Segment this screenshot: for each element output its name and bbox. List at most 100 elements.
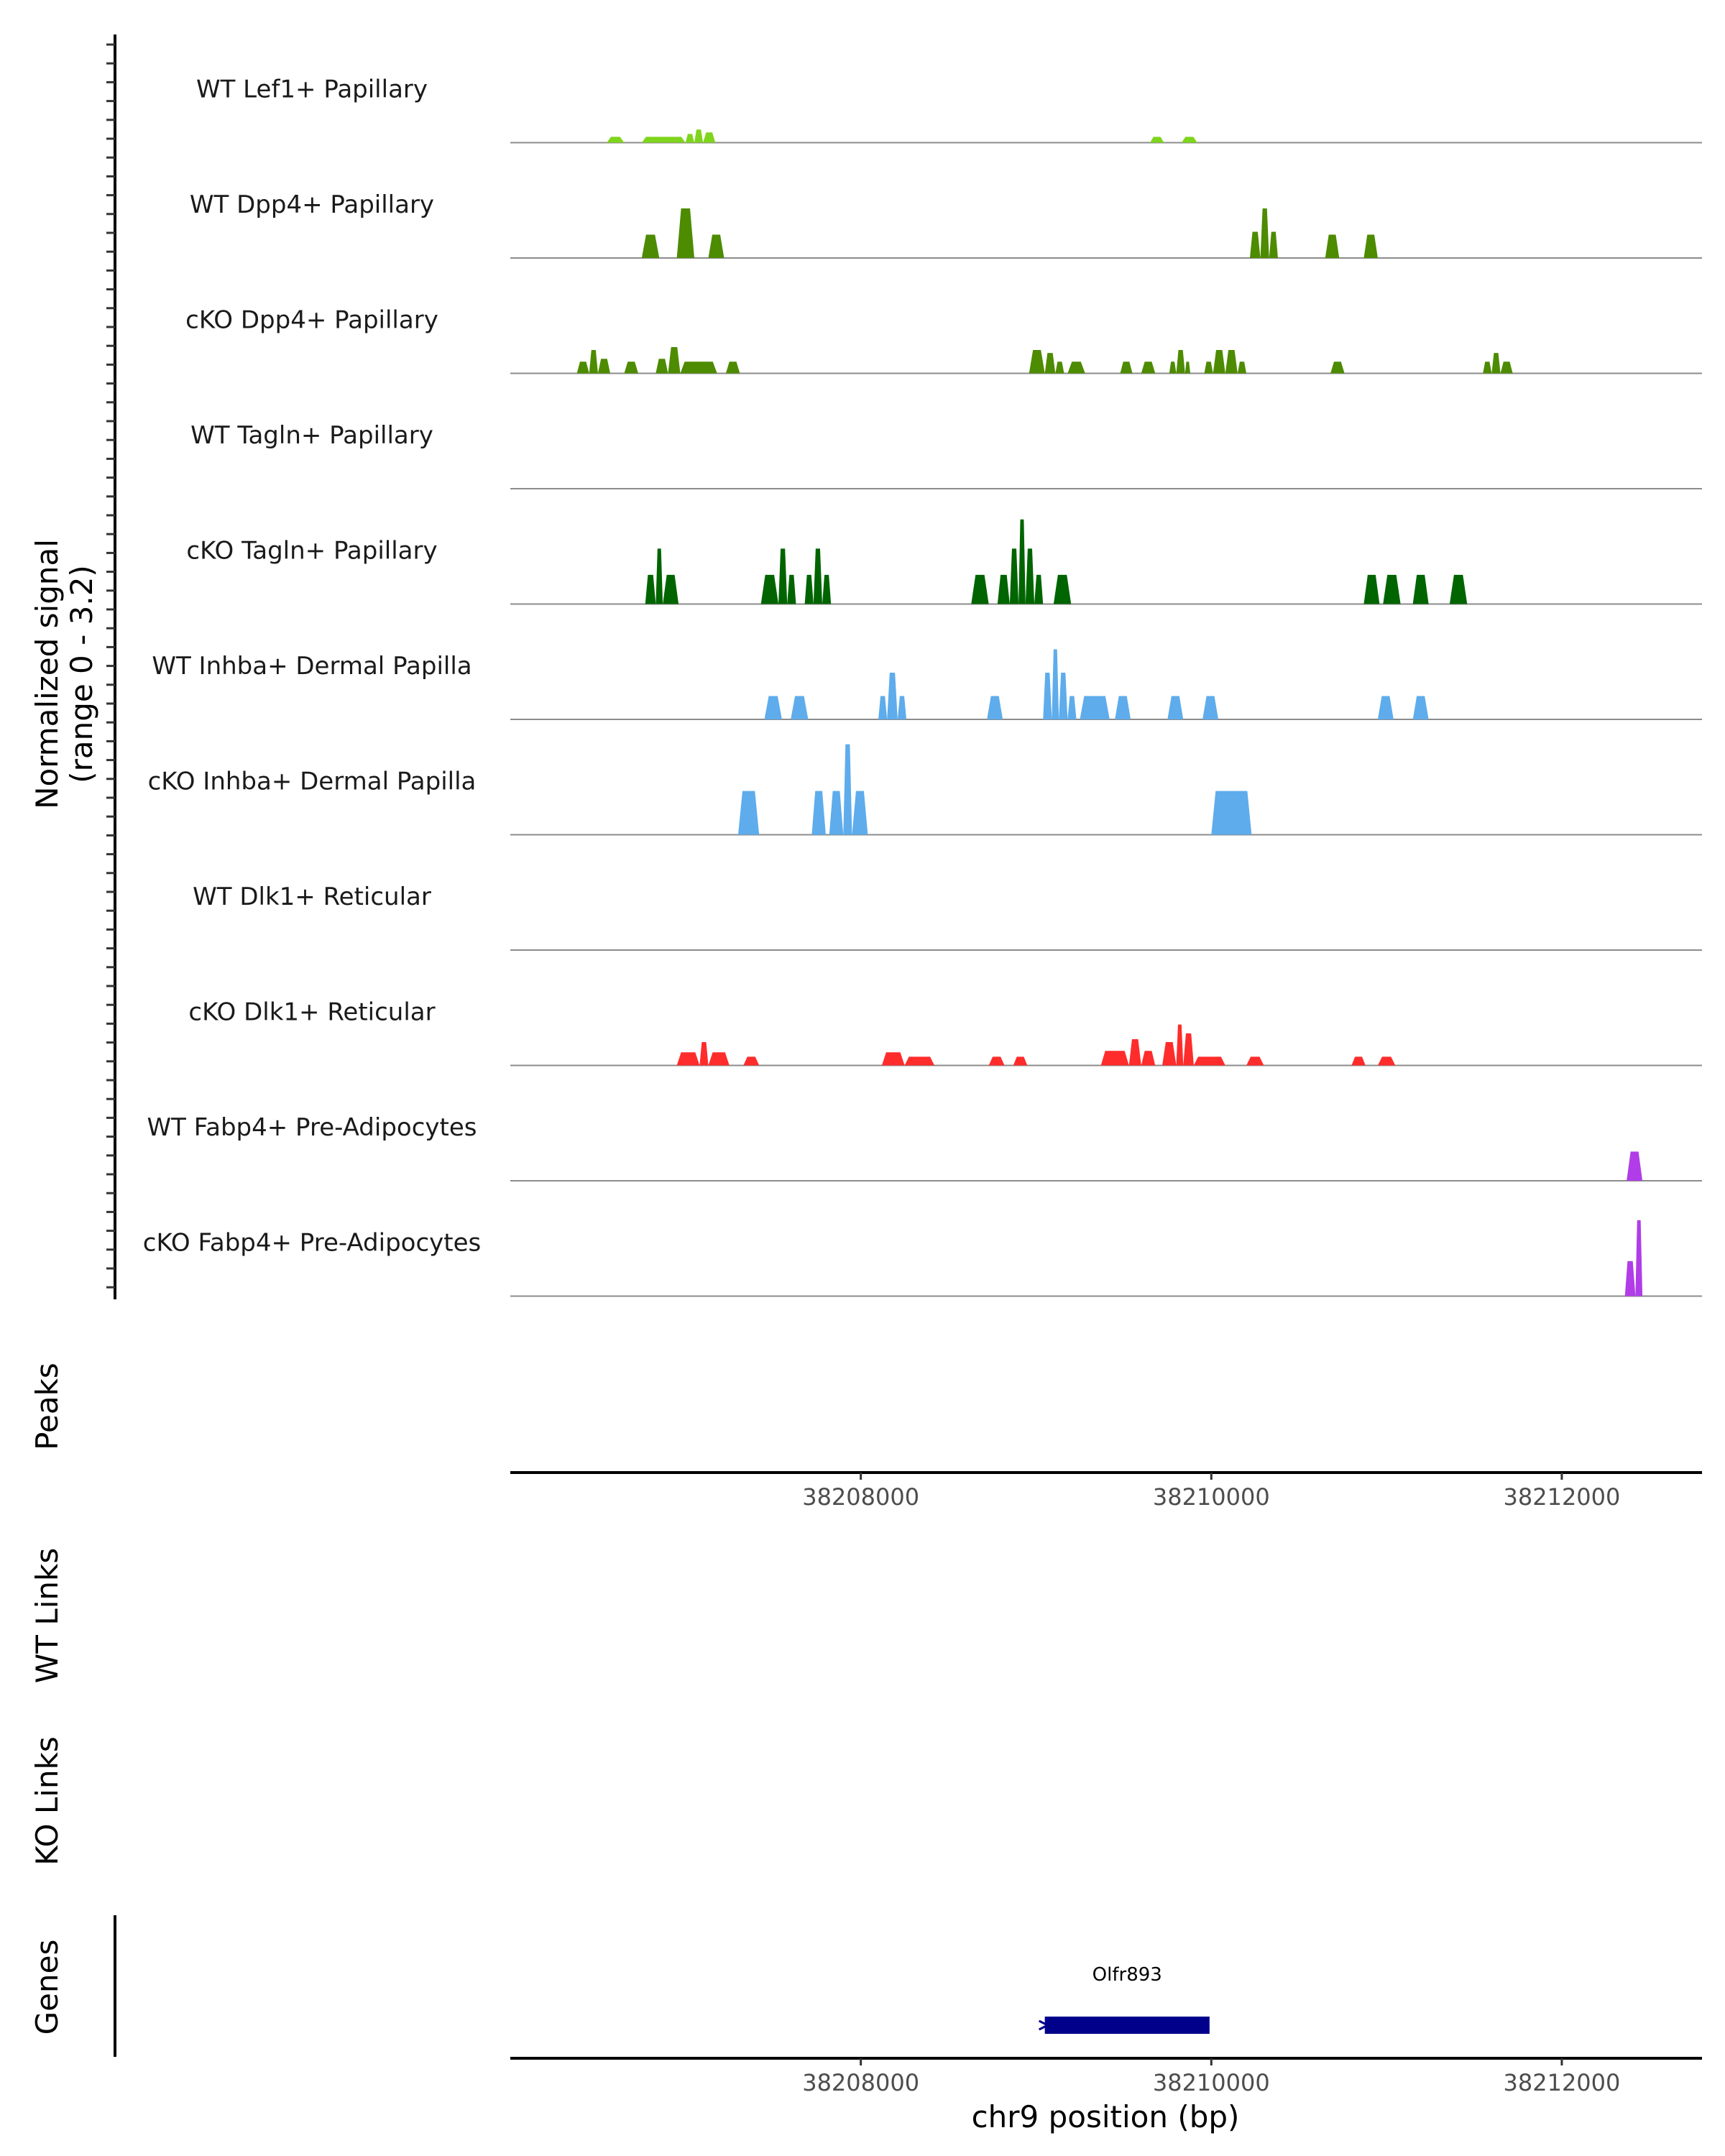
signal-peak: [843, 744, 852, 835]
gene-olfr893: Olfr893: [1038, 1964, 1210, 2034]
signal-peak: [663, 574, 679, 604]
signal-peak: [1141, 361, 1156, 374]
signal-peak: [904, 1056, 935, 1066]
peaks-panel-label: Peaks: [29, 1363, 65, 1450]
signal-peak: [1449, 574, 1468, 604]
signal-peak: [791, 696, 809, 719]
gene-body: [1044, 2017, 1210, 2034]
signal-peak: [804, 574, 814, 604]
signal-peak: [988, 1056, 1005, 1066]
gene-label: Olfr893: [1092, 1964, 1162, 1986]
signal-peak: [1009, 548, 1019, 604]
signal-peak: [1363, 234, 1378, 258]
signal-peak: [1044, 353, 1056, 374]
signal-peak: [1412, 574, 1429, 604]
signal-peak: [743, 1056, 760, 1066]
signal-peak: [1183, 1033, 1194, 1066]
signal-peak: [676, 1052, 700, 1066]
signal-peak: [1377, 696, 1394, 719]
signal-peak: [1330, 361, 1345, 374]
track-label: cKO Dlk1+ Reticular: [188, 998, 435, 1027]
signal-peak: [1246, 1056, 1264, 1066]
signal-peak: [656, 359, 668, 374]
track-cko-dlk1-reticular: cKO Dlk1+ Reticular: [188, 998, 1702, 1067]
signal-peak: [624, 361, 638, 374]
signal-peak: [1204, 361, 1213, 374]
track-wt-lef1-papillary: WT Lef1+ Papillary: [196, 75, 1702, 144]
signal-peak: [1055, 361, 1064, 374]
signal-peak: [1202, 696, 1219, 719]
signal-peak: [1500, 361, 1513, 374]
signal-peak: [1059, 673, 1068, 719]
signal-peak: [1115, 696, 1131, 719]
signal-peak: [1149, 137, 1164, 143]
signal-peak: [1211, 791, 1252, 835]
genes-panel-label: Genes: [29, 1940, 65, 2035]
signal-peak: [1013, 1056, 1028, 1066]
x-axis-title: chr9 position (bp): [972, 2099, 1240, 2134]
x-tick-label: 38210000: [1153, 1483, 1270, 1511]
signal-peak: [1034, 574, 1044, 604]
signal-peak: [1025, 548, 1035, 604]
signal-peak: [987, 696, 1003, 719]
track-label: WT Fabp4+ Pre-Adipocytes: [147, 1113, 477, 1142]
track-cko-fabp4-pre-adipocytes: cKO Fabp4+ Pre-Adipocytes: [143, 1220, 1702, 1297]
signal-peak: [813, 548, 823, 604]
signal-peak: [829, 791, 844, 835]
coverage-y-ticks: [106, 43, 115, 1289]
signal-peak: [699, 1042, 709, 1066]
signal-peak: [589, 350, 598, 374]
track-label: cKO Inhba+ Dermal Papilla: [148, 768, 477, 796]
signal-peak: [1162, 1042, 1177, 1066]
track-label: WT Lef1+ Papillary: [196, 75, 428, 104]
signal-peak: [1325, 234, 1340, 258]
signal-peak: [1377, 1056, 1396, 1066]
signal-peak: [1052, 649, 1059, 719]
track-label: WT Tagln+ Papillary: [190, 421, 433, 450]
signal-peak: [1260, 208, 1269, 258]
signal-peak: [811, 791, 826, 835]
signal-peak: [1100, 1051, 1129, 1066]
signal-peak: [971, 574, 989, 604]
signal-peak: [1184, 361, 1191, 374]
signal-peak: [1181, 137, 1197, 143]
track-wt-fabp4-pre-adipocytes: WT Fabp4+ Pre-Adipocytes: [147, 1113, 1702, 1181]
signal-peak: [1383, 574, 1401, 604]
track-label: WT Inhba+ Dermal Papilla: [152, 652, 472, 681]
x-tick-label: 38212000: [1504, 2069, 1621, 2096]
signal-peak: [881, 1052, 905, 1066]
signal-peak: [1080, 696, 1110, 719]
signal-peak: [708, 234, 724, 258]
signal-peak: [694, 129, 704, 143]
y-axis-range: (range 0 - 3.2): [64, 565, 99, 783]
signal-peak: [703, 132, 716, 143]
x-tick-label: 38208000: [802, 1483, 919, 1511]
signal-peak: [897, 696, 907, 719]
genes-x-ticks: 38208000 38210000 38212000: [802, 2058, 1620, 2096]
signal-peak: [1412, 696, 1429, 719]
signal-peak: [1237, 361, 1247, 374]
signal-peak: [641, 137, 686, 143]
signal-peak: [1053, 574, 1072, 604]
signal-peak: [1627, 1151, 1643, 1181]
signal-peak: [1067, 361, 1085, 374]
signal-peak: [607, 137, 625, 143]
signal-peak: [1351, 1056, 1366, 1066]
signal-peak: [1193, 1056, 1225, 1066]
signal-peak: [1029, 350, 1045, 374]
track-label: cKO Dpp4+ Papillary: [185, 306, 438, 335]
signal-peak: [1141, 1051, 1156, 1066]
coverage-tracks: WT Lef1+ Papillary WT Dpp4+ Papillary cKO …: [143, 75, 1702, 1297]
track-cko-inhba-dermal-papilla: cKO Inhba+ Dermal Papilla: [148, 744, 1702, 836]
signal-peak: [1018, 519, 1026, 604]
signal-peak: [725, 361, 740, 374]
signal-peak: [1491, 353, 1501, 374]
ko-links-panel-label: KO Links: [29, 1736, 65, 1866]
signal-peak: [1635, 1220, 1643, 1296]
signal-peak: [1169, 361, 1177, 374]
x-tick-label: 38210000: [1153, 2069, 1270, 2096]
signal-peak: [576, 361, 589, 374]
signal-peak: [597, 359, 610, 374]
